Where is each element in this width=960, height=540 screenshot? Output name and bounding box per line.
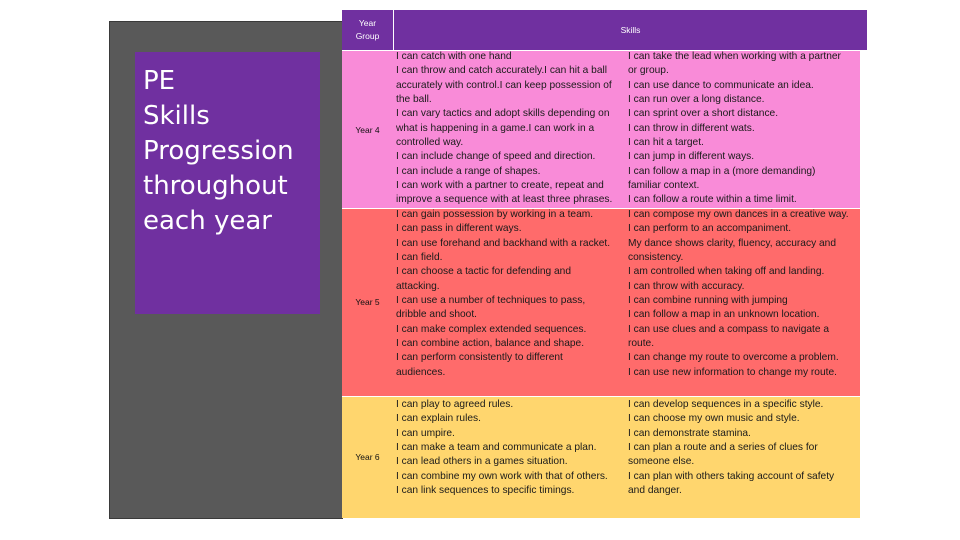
skill-line: I can work with a partner to create, rep… — [396, 180, 604, 192]
skill-line: I can throw and catch accurately.I can h… — [396, 65, 608, 77]
skill-line: what is happening in a game.I can work i… — [396, 122, 595, 134]
skill-line: I can explain rules. — [396, 413, 481, 425]
skill-line: I can use dance to communicate an idea. — [628, 79, 814, 91]
skill-line: I can use new information to change my r… — [628, 366, 837, 378]
skill-line: someone else. — [628, 456, 695, 468]
skill-line: I can link sequences to specific timings… — [396, 485, 575, 497]
skills-cell: I can catch with one hand I can throw and… — [394, 51, 860, 208]
skill-line: I can combine my own work with that of o… — [396, 470, 608, 482]
skill-line: I can take the lead when working with a … — [628, 51, 841, 62]
skill-line: improve a sequence with at least three p… — [396, 194, 613, 206]
title-line: each year — [143, 206, 272, 236]
table-row-year-6: Year 6 I can play to agreed rules. I can … — [342, 396, 860, 518]
skill-line: I can follow a route within a time limit… — [628, 194, 797, 206]
skill-line: I can include a range of shapes. — [396, 165, 541, 177]
row-divider — [342, 50, 860, 51]
skill-line: I can catch with one hand — [396, 51, 512, 62]
skill-line: or group. — [628, 65, 669, 77]
header-year-group-label: Year Group — [355, 18, 380, 41]
skill-line: familiar context. — [628, 180, 700, 192]
skill-line: attacking. — [396, 280, 440, 292]
skill-line: I can perform consistently to different — [396, 352, 563, 364]
skill-line: I can make complex extended sequences. — [396, 323, 587, 335]
skill-line: dribble and shoot. — [396, 309, 477, 321]
skills-column-left: I can catch with one hand I can throw and… — [396, 50, 628, 208]
table-row-year-4: Year 4 I can catch with one hand I can th… — [342, 51, 860, 208]
skill-line: I can gain possession by working in a te… — [396, 209, 594, 220]
skill-line: I can hit a target. — [628, 137, 704, 149]
header-year-group: Year Group — [342, 10, 393, 50]
skills-cell: I can play to agreed rules. I can explain… — [394, 396, 860, 518]
header-skills: Skills — [394, 10, 867, 50]
skill-line: the ball. — [396, 94, 432, 106]
skill-line: I can include change of speed and direct… — [396, 151, 596, 163]
skill-line: I can use forehand and backhand with a r… — [396, 237, 611, 249]
skill-line: I can demonstrate stamina. — [628, 427, 751, 439]
year-cell: Year 5 — [355, 297, 380, 307]
skill-line: My dance shows clarity, fluency, accurac… — [628, 237, 836, 249]
skill-line: I can pass in different ways. — [396, 223, 522, 235]
skill-line: I can follow a map in a (more demanding) — [628, 165, 816, 177]
skill-line: and danger. — [628, 485, 682, 497]
skills-column-right: I can compose my own dances in a creativ… — [628, 208, 860, 380]
title-line: PE — [143, 66, 176, 96]
skill-line: I can follow a map in an unknown locatio… — [628, 309, 820, 321]
header-skills-label: Skills — [620, 24, 641, 35]
skills-column-left: I can gain possession by working in a te… — [396, 208, 628, 380]
title-line: Skills — [143, 101, 210, 131]
title-line: Progression — [143, 136, 294, 166]
skill-line: I can make a team and communicate a plan… — [396, 442, 597, 454]
skill-line: consistency. — [628, 252, 684, 264]
row-divider — [342, 396, 860, 397]
skill-line: I can throw in different wats. — [628, 122, 755, 134]
skill-line: I can run over a long distance. — [628, 94, 765, 106]
skill-line: audiences. — [396, 366, 446, 378]
table-row-year-5: Year 5 I can gain possession by working … — [342, 208, 860, 396]
skill-line: I can sprint over a short distance. — [628, 108, 779, 120]
skill-line: I can lead others in a games situation. — [396, 456, 568, 468]
skill-line: I can use a number of techniques to pass… — [396, 295, 586, 307]
skill-line: I can develop sequences in a specific st… — [628, 399, 824, 410]
skills-cell: I can gain possession by working in a te… — [394, 208, 860, 396]
skill-line: I can play to agreed rules. — [396, 399, 514, 410]
skill-line: accurately with control.I can keep posse… — [396, 79, 612, 91]
skill-line: I can choose a tactic for defending and — [396, 266, 572, 278]
skill-line: I am controlled when taking off and land… — [628, 266, 825, 278]
title-line: throughout — [143, 171, 288, 201]
skill-line: I can throw with accuracy. — [628, 280, 745, 292]
year-cell: Year 6 — [355, 452, 380, 462]
skill-line: I can combine running with jumping — [628, 295, 788, 307]
skill-line: I can vary tactics and adopt skills depe… — [396, 108, 610, 120]
skill-line: I can plan a route and a series of clues… — [628, 442, 818, 454]
title-box: PE Skills Progression throughout each ye… — [135, 52, 320, 314]
skill-line: I can combine action, balance and shape. — [396, 338, 585, 350]
skill-line: I can jump in different ways. — [628, 151, 755, 163]
skills-column-right: I can develop sequences in a specific st… — [628, 398, 860, 498]
skill-line: I can plan with others taking account of… — [628, 470, 835, 482]
skill-line: I can change my route to overcome a prob… — [628, 352, 839, 364]
skill-line: I can use clues and a compass to navigat… — [628, 323, 830, 335]
skills-column-right: I can take the lead when working with a … — [628, 50, 860, 208]
skill-line: I can choose my own music and style. — [628, 413, 800, 425]
skills-column-left: I can play to agreed rules. I can explain… — [396, 398, 628, 498]
skill-line: route. — [628, 338, 655, 350]
skill-line: I can field. — [396, 252, 443, 264]
skill-line: I can perform to an accompaniment. — [628, 223, 792, 235]
skill-line: controlled way. — [396, 137, 464, 149]
skill-line: I can umpire. — [396, 427, 455, 439]
row-divider — [342, 208, 860, 209]
year-cell: Year 4 — [355, 124, 380, 135]
skill-line: I can compose my own dances in a creativ… — [628, 209, 849, 220]
